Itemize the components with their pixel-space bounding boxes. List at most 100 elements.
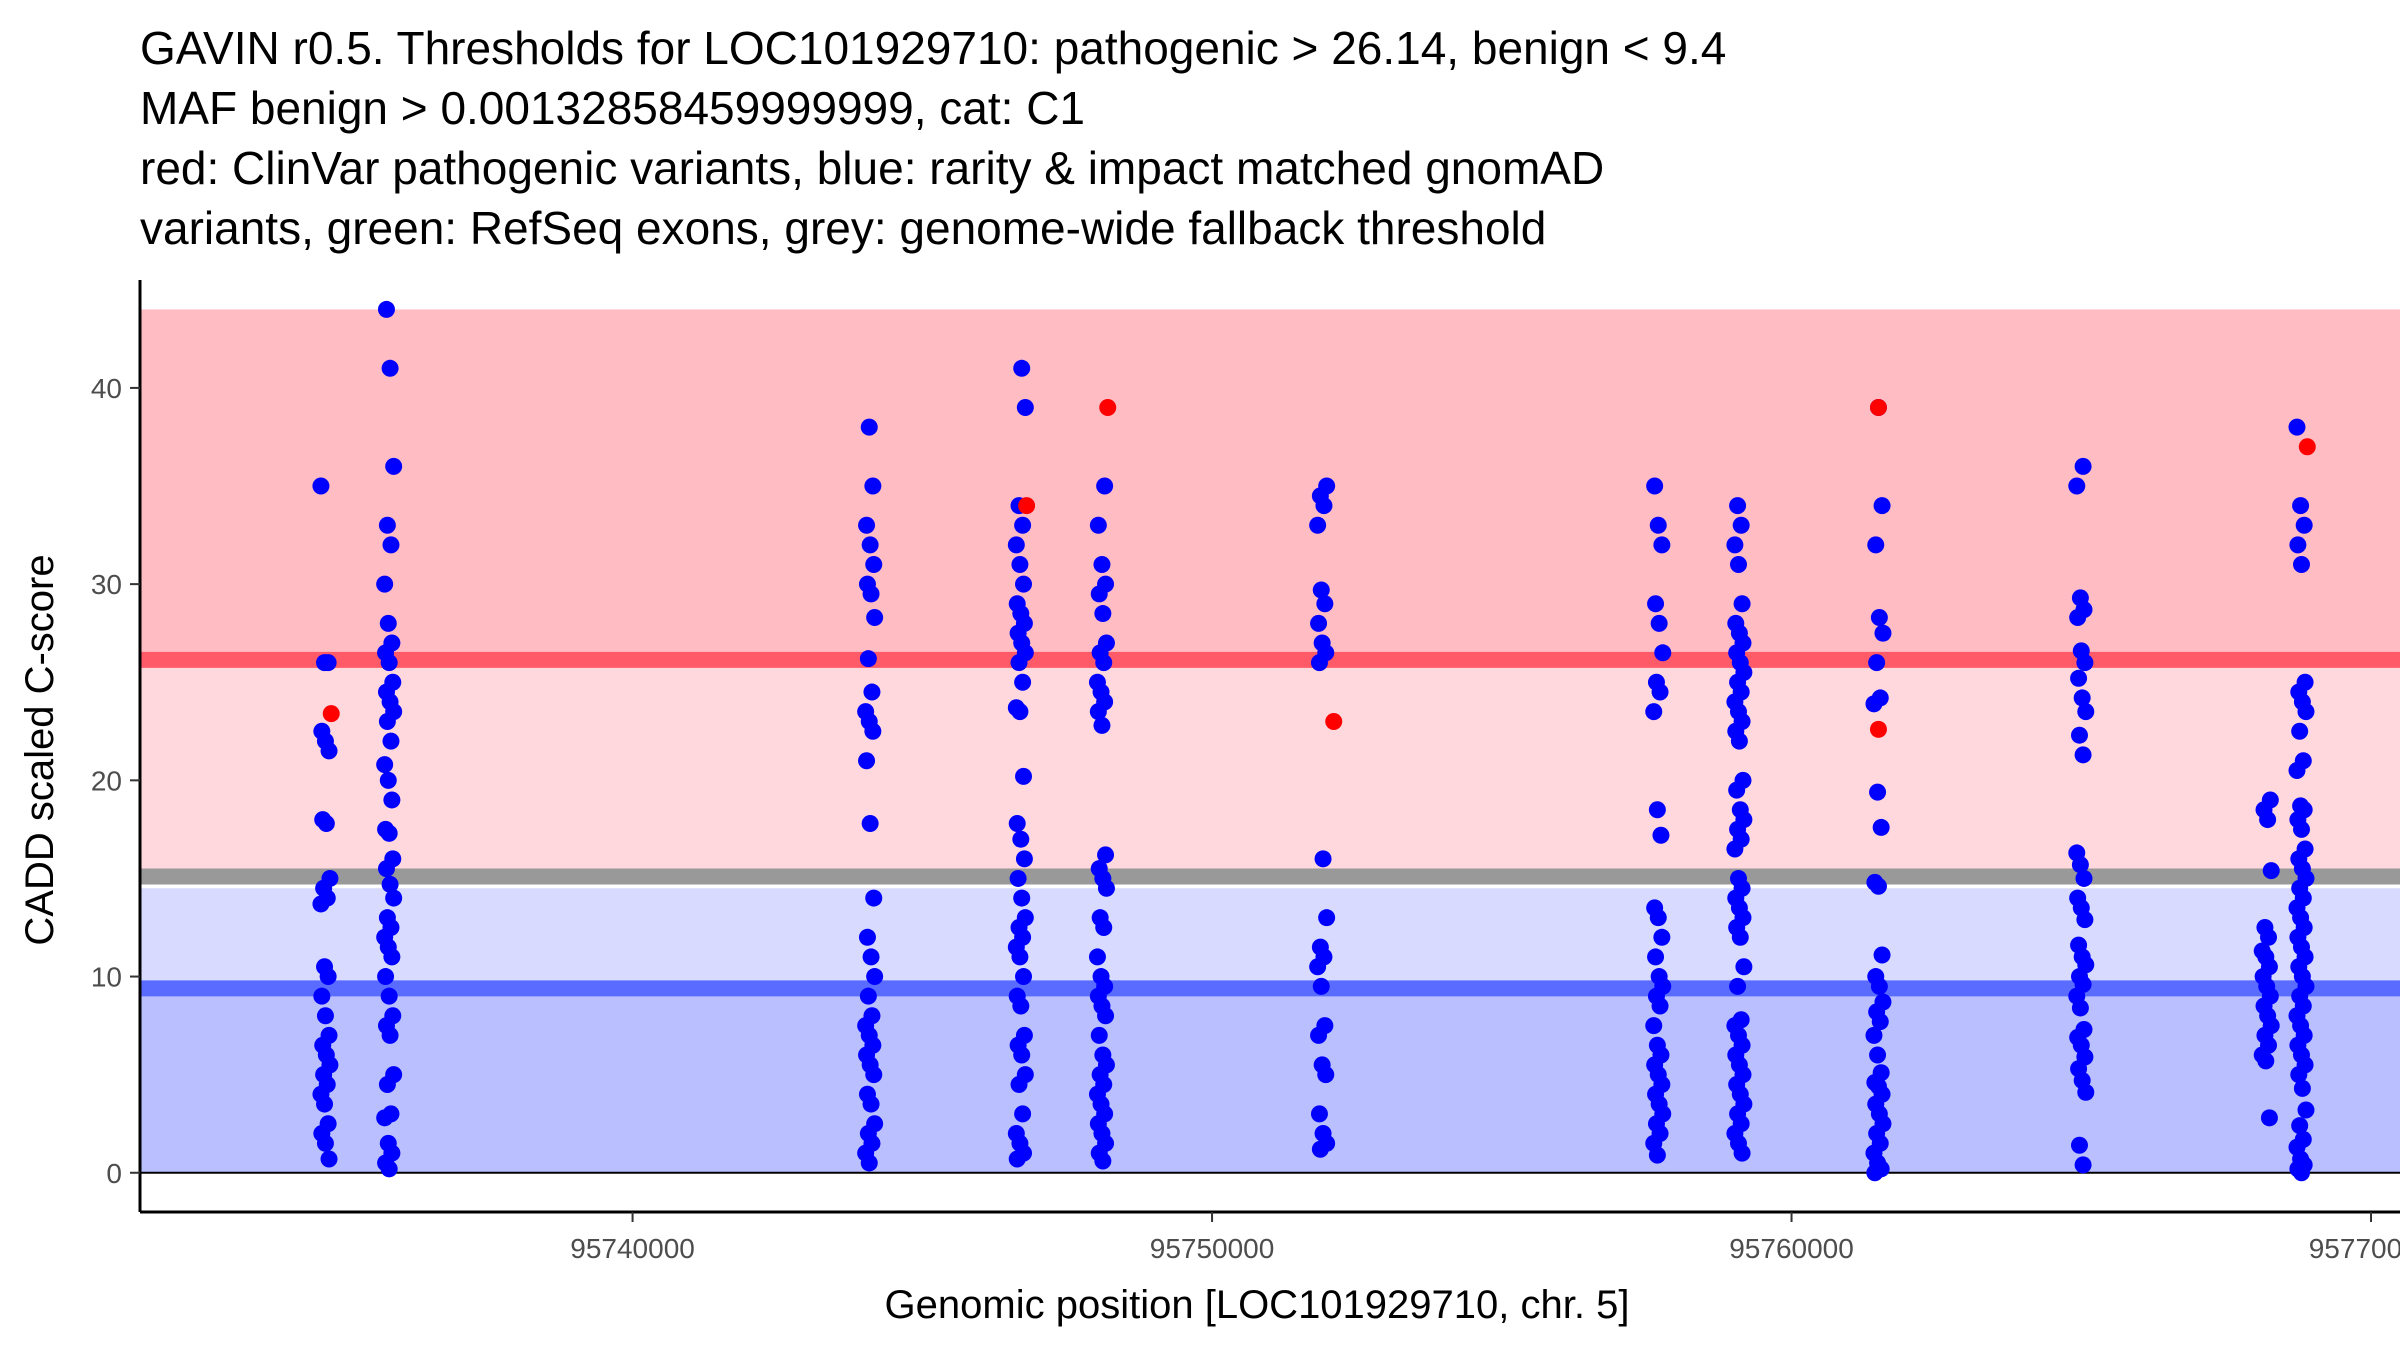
gnomad-point — [376, 575, 394, 593]
gnomad-point — [1008, 1150, 1026, 1168]
y-tick-label: 20 — [91, 765, 122, 796]
y-axis-title: CADD scaled C-score — [18, 554, 62, 945]
gnomad-point — [1867, 536, 1885, 554]
gnomad-point — [1008, 815, 1026, 833]
gnomad-point — [1653, 928, 1671, 946]
gnomad-point — [2292, 1164, 2310, 1182]
gnomad-point — [1648, 801, 1666, 819]
x-axis-title: Genomic position [LOC101929710, chr. 5] — [885, 1283, 1630, 1327]
data-points — [312, 300, 2316, 1182]
gnomad-point — [1869, 877, 1887, 895]
gnomad-point — [1012, 997, 1030, 1015]
gnomad-point — [1093, 556, 1111, 574]
gnomad-point — [2288, 762, 2306, 780]
gnomad-point — [1015, 968, 1033, 986]
gnomad-point — [1648, 1146, 1666, 1164]
gnomad-point — [866, 968, 884, 986]
gnomad-point — [858, 752, 876, 770]
gnomad-point — [316, 1095, 334, 1113]
y-tick-label: 10 — [91, 962, 122, 993]
gnomad-point — [1318, 909, 1336, 927]
gnomad-point — [1646, 477, 1664, 495]
gnomad-point — [317, 815, 335, 833]
gnomad-point — [1653, 536, 1671, 554]
x-tick-label: 95770000 — [2309, 1233, 2400, 1264]
gnomad-point — [2077, 703, 2095, 721]
gnomad-point — [1868, 654, 1886, 672]
gnomad-point — [1729, 556, 1747, 574]
title-line-3: red: ClinVar pathogenic variants, blue: … — [140, 142, 1605, 194]
x-tick-label: 95750000 — [1150, 1233, 1275, 1264]
gnomad-point — [383, 948, 401, 966]
gnomad-point — [1014, 673, 1032, 691]
clinvar-point — [1869, 720, 1887, 738]
gnomad-point — [378, 516, 396, 534]
gnomad-point — [864, 722, 882, 740]
gnomad-point — [1015, 850, 1033, 868]
gnomad-point — [320, 1150, 338, 1168]
gnomad-point — [2070, 1136, 2088, 1154]
gnomad-point — [1014, 1105, 1032, 1123]
gnomad-point — [1089, 703, 1107, 721]
y-tick-label: 0 — [106, 1158, 122, 1189]
gnomad-point — [860, 418, 878, 436]
gnomad-point — [1011, 556, 1029, 574]
gnomad-point — [377, 968, 395, 986]
gnomad-point — [1729, 497, 1747, 515]
threshold-lines — [140, 651, 2400, 1174]
gnomad-point — [1015, 767, 1033, 785]
gnomad-point — [1645, 703, 1663, 721]
title-line-1: GAVIN r0.5. Thresholds for LOC101929710:… — [140, 22, 1727, 74]
gnomad-point — [316, 1134, 334, 1152]
gnomad-point — [2291, 1117, 2309, 1135]
gnomad-point — [1309, 958, 1327, 976]
gnomad-point — [1015, 575, 1033, 593]
gnomad-point — [382, 732, 400, 750]
gnomad-point — [2075, 869, 2093, 887]
gnomad-point — [862, 948, 880, 966]
gnomad-point — [2069, 608, 2087, 626]
gnomad-point — [377, 300, 395, 318]
gnomad-point — [865, 889, 883, 907]
gnomad-point — [1315, 497, 1333, 515]
gnomad-point — [319, 654, 337, 672]
gnomad-point — [858, 516, 876, 534]
gnomad-point — [1728, 781, 1746, 799]
gnomad-point — [2260, 1109, 2278, 1127]
benign-fallback-zone — [140, 888, 2400, 989]
gnomad-point — [376, 1109, 394, 1127]
gnomad-point — [1312, 581, 1330, 599]
gnomad-point — [1865, 1026, 1883, 1044]
gnomad-point — [1310, 1026, 1328, 1044]
gnomad-point — [380, 987, 398, 1005]
gnomad-point — [1726, 840, 1744, 858]
gnomad-point — [1097, 879, 1115, 897]
gnomad-point — [1871, 1013, 1889, 1031]
title-line-2: MAF benign > 0.00132858459999999, cat: C… — [140, 82, 1085, 134]
gnomad-point — [2297, 703, 2315, 721]
gnomad-point — [1097, 846, 1115, 864]
gnomad-point — [1869, 1046, 1887, 1064]
gnomad-point — [320, 742, 338, 760]
gnomad-point — [2292, 497, 2310, 515]
gnomad-point — [319, 968, 337, 986]
gnomad-point — [1312, 977, 1330, 995]
clinvar-point — [2298, 438, 2316, 456]
gnomad-point — [1310, 654, 1328, 672]
clinvar-point — [1099, 399, 1117, 417]
clinvar-point — [1018, 497, 1036, 515]
gnomad-point — [861, 815, 879, 833]
gnomad-point — [2291, 722, 2309, 740]
gnomad-point — [2262, 862, 2280, 880]
gnomad-point — [1011, 703, 1029, 721]
gnomad-point — [2297, 1101, 2315, 1119]
threshold-regions — [140, 309, 2400, 1173]
gnomad-point — [1094, 1152, 1112, 1170]
gnomad-point — [1873, 497, 1891, 515]
gnomad-point — [2293, 1079, 2311, 1097]
gnomad-point — [1011, 948, 1029, 966]
gnomad-point — [2289, 536, 2307, 554]
pathogenic-fallback-zone — [140, 659, 2400, 877]
gnomad-point — [1090, 1026, 1108, 1044]
gnomad-point — [1090, 585, 1108, 603]
